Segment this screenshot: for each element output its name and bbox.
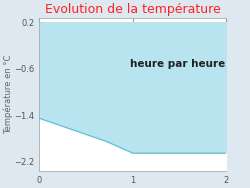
Y-axis label: Température en °C: Température en °C [4,55,13,134]
Text: heure par heure: heure par heure [130,59,226,69]
Title: Evolution de la température: Evolution de la température [45,3,221,17]
